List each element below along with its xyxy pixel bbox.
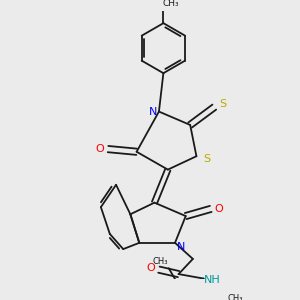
Text: N: N <box>177 242 185 252</box>
Text: CH₃: CH₃ <box>162 0 179 8</box>
Text: O: O <box>214 204 223 214</box>
Text: N: N <box>148 106 157 117</box>
Text: O: O <box>96 144 104 154</box>
Text: S: S <box>204 154 211 164</box>
Text: CH₃: CH₃ <box>152 256 168 266</box>
Text: S: S <box>220 99 227 110</box>
Text: CH₃: CH₃ <box>228 294 244 300</box>
Text: O: O <box>146 263 155 273</box>
Text: NH: NH <box>204 275 221 285</box>
